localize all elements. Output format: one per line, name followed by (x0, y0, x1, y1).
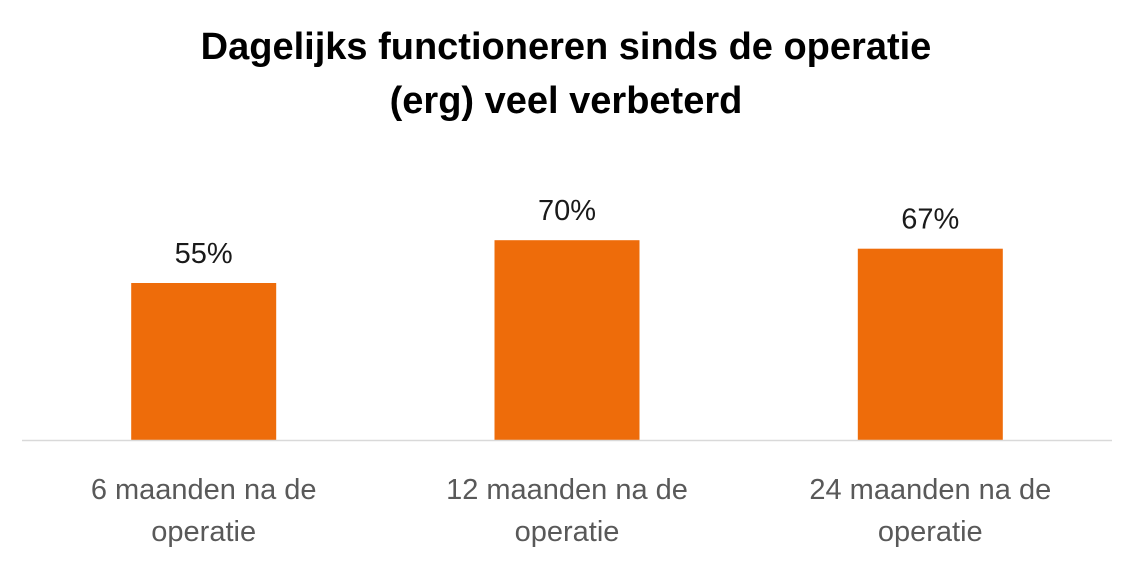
data-label-3: 67% (901, 204, 959, 236)
category-label-2-line-2: operatie (515, 516, 620, 548)
data-label-2: 70% (538, 195, 596, 227)
category-label-1-line-2: operatie (151, 516, 256, 548)
data-label-1: 55% (175, 238, 233, 270)
chart-title: Dagelijks functioneren sinds de operatie… (0, 20, 1132, 128)
chart-title-line-2: (erg) veel verbeterd (389, 80, 743, 122)
chart-title-line-1: Dagelijks functioneren sinds de operatie (200, 26, 932, 68)
category-label-3-line-1: 24 maanden na de (809, 474, 1051, 506)
bar-2 (494, 240, 640, 440)
category-label-1-line-1: 6 maanden na de (91, 474, 317, 506)
category-label-3-line-2: operatie (878, 516, 983, 548)
category-label-2-line-1: 12 maanden na de (446, 474, 688, 506)
bar-3 (857, 248, 1003, 440)
bar-1 (131, 283, 277, 440)
